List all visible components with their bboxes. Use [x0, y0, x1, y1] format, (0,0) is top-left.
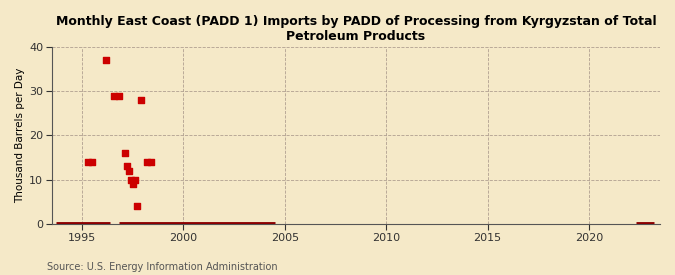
Point [101, 58, 112, 62]
Point [132, 204, 142, 208]
Point [113, 94, 124, 98]
Point [122, 164, 132, 169]
Point [130, 177, 140, 182]
Point [146, 160, 157, 164]
Y-axis label: Thousand Barrels per Day: Thousand Barrels per Day [15, 68, 25, 203]
Point [83, 160, 94, 164]
Point [124, 169, 134, 173]
Point [128, 182, 138, 186]
Point [109, 94, 120, 98]
Point [136, 98, 146, 102]
Point [126, 177, 136, 182]
Point [142, 160, 153, 164]
Point [87, 160, 98, 164]
Title: Monthly East Coast (PADD 1) Imports by PADD of Processing from Kyrgyzstan of Tot: Monthly East Coast (PADD 1) Imports by P… [55, 15, 656, 43]
Text: Source: U.S. Energy Information Administration: Source: U.S. Energy Information Administ… [47, 262, 278, 272]
Point [119, 151, 130, 155]
